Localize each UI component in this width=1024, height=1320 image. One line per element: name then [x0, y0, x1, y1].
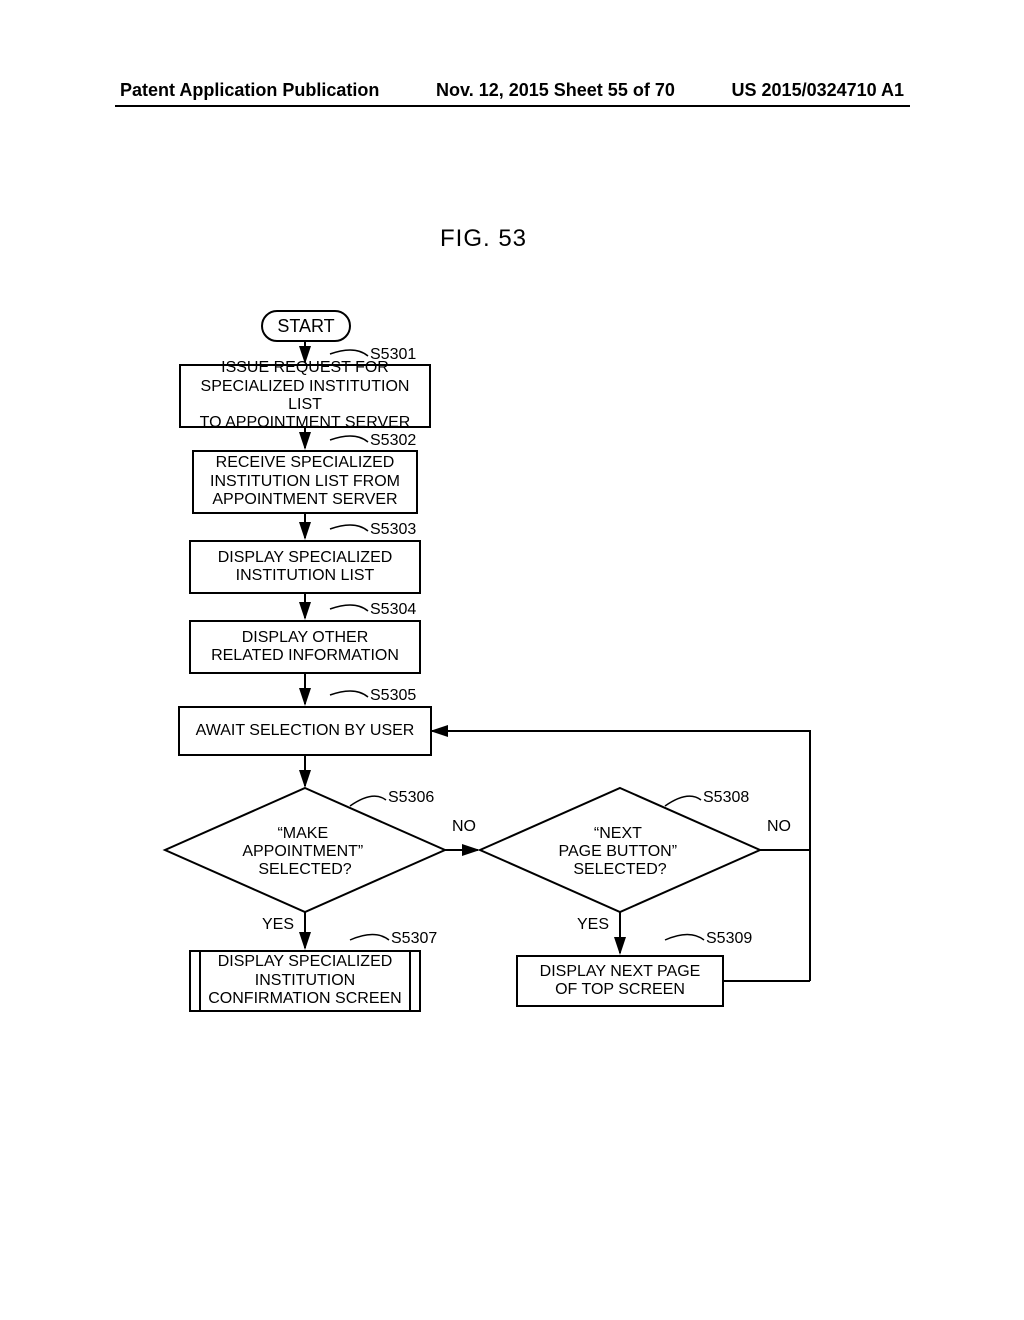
node-start: START — [261, 310, 351, 342]
leader-s5306 — [350, 796, 386, 806]
step-label-s5303: S5303 — [370, 521, 416, 539]
edge-s5308-no-loop — [432, 731, 810, 850]
no-label-s5308: NO — [767, 818, 791, 836]
header-underline — [115, 105, 910, 107]
node-s5304-line2: RELATED INFORMATION — [211, 647, 399, 665]
leader-s5304 — [330, 605, 368, 611]
yes-label-s5306: YES — [262, 916, 294, 934]
node-s5308-text: “NEXT PAGE BUTTON” SELECTED? — [559, 825, 682, 878]
node-s5301: ISSUE REQUEST FOR SPECIALIZED INSTITUTIO… — [179, 364, 431, 428]
node-s5302: RECEIVE SPECIALIZED INSTITUTION LIST FRO… — [192, 450, 418, 514]
header-left: Patent Application Publication — [120, 80, 379, 101]
node-s5304: DISPLAY OTHER RELATED INFORMATION — [189, 620, 421, 674]
node-s5306-text: “MAKE APPOINTMENT” SELECTED? — [242, 825, 367, 878]
leader-s5305 — [330, 691, 368, 697]
step-label-s5307: S5307 — [391, 930, 437, 948]
node-s5303-line2: INSTITUTION LIST — [236, 567, 375, 585]
step-label-s5302: S5302 — [370, 432, 416, 450]
node-s5302-line2: INSTITUTION LIST FROM — [210, 473, 400, 491]
node-s5303-line1: DISPLAY SPECIALIZED — [218, 549, 393, 567]
node-s5309-line2: OF TOP SCREEN — [555, 981, 685, 999]
step-label-s5305: S5305 — [370, 687, 416, 705]
node-s5302-line1: RECEIVE SPECIALIZED — [216, 454, 395, 472]
leader-s5302 — [330, 436, 368, 442]
node-s5307-line1: DISPLAY SPECIALIZED — [218, 953, 393, 971]
step-label-s5301: S5301 — [370, 346, 416, 364]
node-s5304-line1: DISPLAY OTHER — [242, 629, 369, 647]
node-s5305-line1: AWAIT SELECTION BY USER — [196, 722, 415, 740]
leader-s5301 — [330, 350, 368, 356]
node-s5307-line3: CONFIRMATION SCREEN — [208, 990, 401, 1008]
step-label-s5309: S5309 — [706, 930, 752, 948]
node-s5301-line3: TO APPOINTMENT SERVER — [200, 414, 411, 432]
node-start-label: START — [277, 316, 334, 337]
node-s5301-line1: ISSUE REQUEST FOR — [221, 359, 389, 377]
node-s5307: DISPLAY SPECIALIZED INSTITUTION CONFIRMA… — [189, 950, 421, 1012]
node-s5302-line3: APPOINTMENT SERVER — [212, 491, 397, 509]
node-s5303: DISPLAY SPECIALIZED INSTITUTION LIST — [189, 540, 421, 594]
leader-s5308 — [665, 796, 701, 806]
node-s5309-line1: DISPLAY NEXT PAGE — [540, 963, 701, 981]
no-label-s5306: NO — [452, 818, 476, 836]
figure-title: FIG. 53 — [440, 225, 527, 253]
node-s5301-line2: SPECIALIZED INSTITUTION LIST — [187, 378, 423, 415]
leader-s5309 — [665, 935, 704, 941]
flowchart-svg: “MAKE APPOINTMENT” SELECTED? “NEXT PAGE … — [0, 0, 1024, 1320]
leader-s5307 — [350, 935, 389, 941]
node-s5305: AWAIT SELECTION BY USER — [178, 706, 432, 756]
step-label-s5308: S5308 — [703, 789, 749, 807]
node-s5307-line2: INSTITUTION — [255, 972, 355, 990]
page-header: Patent Application Publication Nov. 12, … — [0, 80, 1024, 101]
header-right: US 2015/0324710 A1 — [732, 80, 904, 101]
step-label-s5306: S5306 — [388, 789, 434, 807]
header-center: Nov. 12, 2015 Sheet 55 of 70 — [436, 80, 675, 101]
leader-s5303 — [330, 525, 368, 531]
step-label-s5304: S5304 — [370, 601, 416, 619]
node-s5309: DISPLAY NEXT PAGE OF TOP SCREEN — [516, 955, 724, 1007]
yes-label-s5308: YES — [577, 916, 609, 934]
